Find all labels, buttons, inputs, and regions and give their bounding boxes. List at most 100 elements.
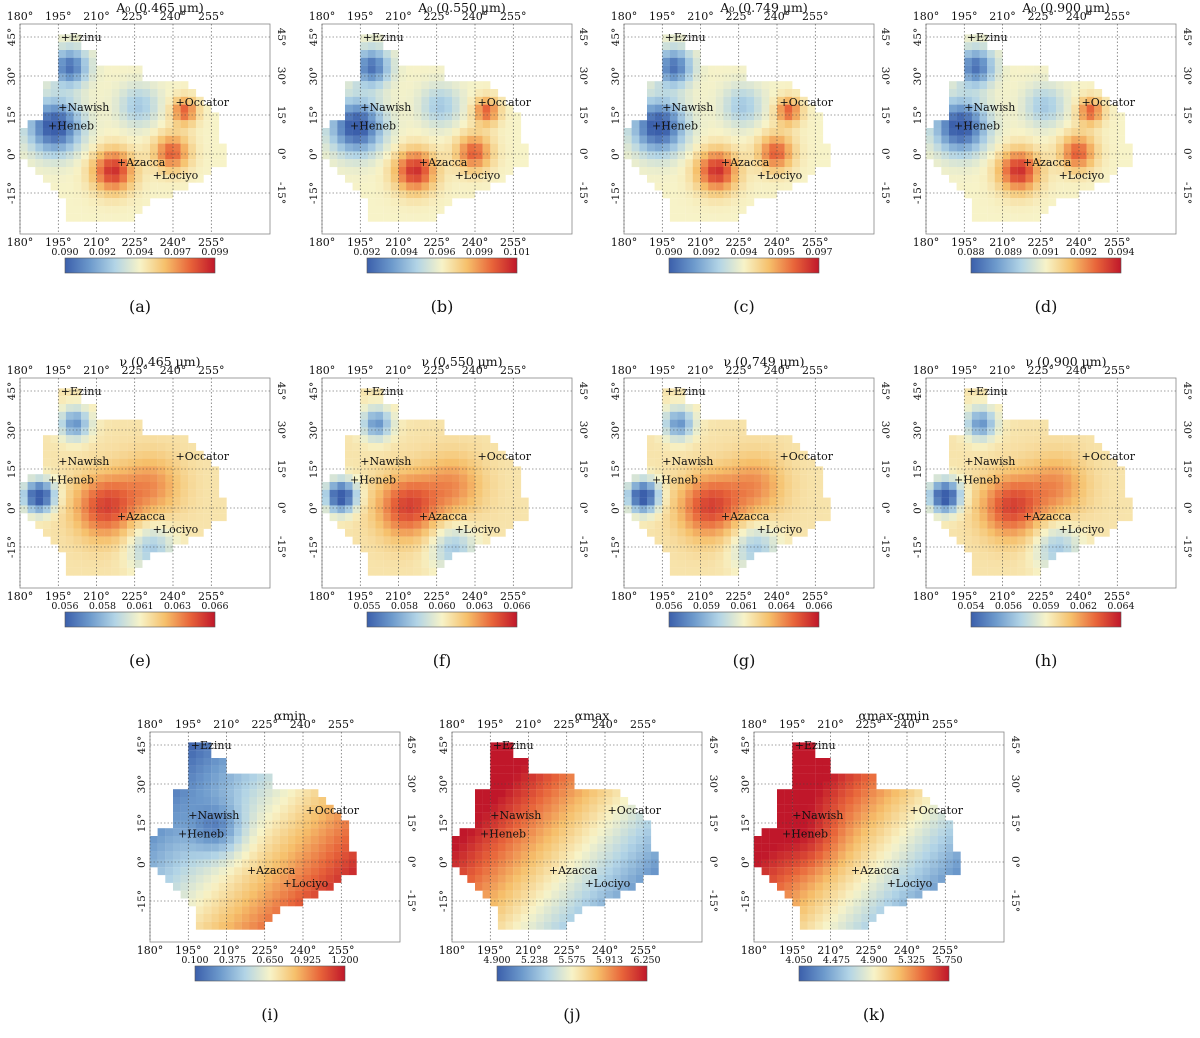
heatmap-cell	[173, 458, 181, 467]
heatmap-cell	[685, 104, 693, 113]
heatmap-cell	[475, 513, 483, 522]
heatmap-cell	[662, 174, 671, 183]
heatmap-cell	[994, 206, 1003, 214]
heatmap-cell	[876, 906, 885, 915]
heatmap-cell	[1086, 528, 1095, 537]
heatmap-cell	[73, 474, 82, 483]
heatmap-cell	[421, 112, 430, 121]
heatmap-cell	[731, 128, 739, 136]
heatmap-cell	[899, 867, 908, 876]
heatmap-cell	[799, 758, 808, 766]
heatmap-cell	[620, 797, 629, 805]
heatmap-cell	[383, 450, 391, 459]
heatmap-cell	[1117, 151, 1126, 160]
heatmap-cell	[490, 89, 499, 97]
heatmap-cell	[987, 50, 995, 58]
heatmap-cell	[1002, 167, 1011, 175]
heatmap-cell	[1017, 552, 1026, 561]
heatmap-cell	[700, 128, 709, 136]
heatmap-cell	[631, 489, 640, 498]
heatmap-cell	[822, 505, 831, 514]
heatmap-cell	[482, 120, 491, 129]
heatmap-cell	[738, 497, 747, 506]
heatmap-cell	[907, 820, 915, 829]
heatmap-cell	[73, 536, 82, 545]
heatmap-cell	[792, 781, 801, 790]
heatmap-cell	[1025, 174, 1034, 183]
heatmap-cell	[375, 404, 384, 412]
heatmap-cell	[799, 458, 808, 467]
heatmap-cell	[421, 167, 430, 175]
heatmap-cell	[111, 567, 120, 576]
heatmap-cell	[367, 466, 376, 475]
heatmap-cell	[27, 159, 36, 168]
heatmap-cell	[612, 820, 621, 829]
heatmap-cell	[1048, 458, 1057, 467]
heatmap-cell	[413, 128, 422, 136]
heatmap-cell	[635, 843, 644, 852]
heatmap-cell	[429, 536, 437, 545]
heatmap-cell	[134, 151, 143, 160]
heatmap-cell	[88, 536, 97, 545]
heatmap-cell	[1033, 466, 1041, 475]
heatmap-cell	[119, 521, 128, 529]
heatmap-cell	[367, 182, 376, 191]
lat-tick-left: 0°	[6, 502, 18, 514]
heatmap-cell	[987, 128, 995, 136]
heatmap-cell	[677, 458, 686, 467]
heatmap-cell	[475, 867, 483, 876]
heatmap-cell	[360, 174, 369, 183]
heatmap-cell	[195, 882, 204, 891]
landmark-label: +Lociyo	[1059, 523, 1105, 536]
heatmap-cell	[971, 174, 980, 183]
heatmap-cell	[367, 151, 376, 160]
colorbar	[366, 257, 518, 274]
heatmap-cell	[987, 466, 995, 475]
heatmap-cell	[1017, 81, 1026, 90]
heatmap-cell	[142, 552, 151, 561]
heatmap-cell	[868, 898, 877, 907]
heatmap-cell	[459, 174, 468, 183]
heatmap-cell	[899, 836, 908, 844]
heatmap-cell	[303, 875, 311, 883]
heatmap-cell	[280, 898, 288, 907]
lon-tick-bottom: 255°	[198, 590, 225, 603]
heatmap-cell	[669, 57, 678, 66]
lat-tick-left: 15°	[610, 106, 622, 125]
heatmap-cell	[830, 804, 839, 813]
heatmap-cell	[708, 513, 716, 522]
heatmap-cell	[65, 143, 74, 152]
heatmap-cell	[249, 921, 258, 930]
heatmap-cell	[1017, 104, 1026, 113]
heatmap-cell	[884, 804, 892, 813]
heatmap-cell	[761, 489, 770, 498]
heatmap-cell	[1033, 190, 1041, 199]
heatmap-cell	[352, 521, 361, 529]
heatmap-cell	[444, 536, 453, 545]
heatmap-cell	[104, 458, 112, 467]
lat-tick-right: -15°	[879, 182, 891, 204]
heatmap-cell	[367, 458, 376, 467]
heatmap-cell	[111, 489, 120, 498]
heatmap-cell	[971, 396, 980, 405]
heatmap-cell	[58, 404, 67, 412]
lat-tick-left: 15°	[438, 814, 450, 833]
heatmap-cell	[949, 135, 957, 144]
heatmap-cell	[1025, 567, 1034, 576]
heatmap-cell	[127, 544, 135, 553]
heatmap-cell	[272, 890, 281, 899]
heatmap-cell	[1086, 128, 1095, 136]
heatmap-cell	[367, 505, 376, 514]
heatmap-cell	[345, 528, 353, 537]
heatmap-cell	[1101, 174, 1110, 183]
heatmap-cell	[234, 820, 242, 829]
heatmap-cell	[497, 466, 506, 475]
heatmap-cell	[807, 489, 816, 498]
heatmap-cell	[429, 482, 437, 490]
heatmap-cell	[1063, 474, 1072, 483]
lat-tick-right: 30°	[879, 67, 891, 86]
heatmap-cell	[1033, 552, 1041, 561]
heatmap-cell	[88, 474, 97, 483]
heatmap-cell	[792, 497, 801, 506]
heatmap-cell	[58, 497, 67, 506]
